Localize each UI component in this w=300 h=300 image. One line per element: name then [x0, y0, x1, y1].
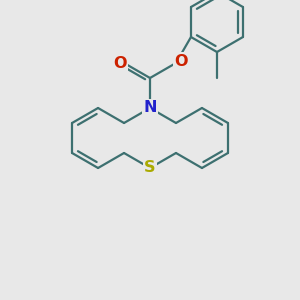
Text: O: O — [113, 56, 127, 70]
Text: S: S — [144, 160, 156, 175]
Text: N: N — [143, 100, 157, 116]
Text: O: O — [174, 53, 188, 68]
